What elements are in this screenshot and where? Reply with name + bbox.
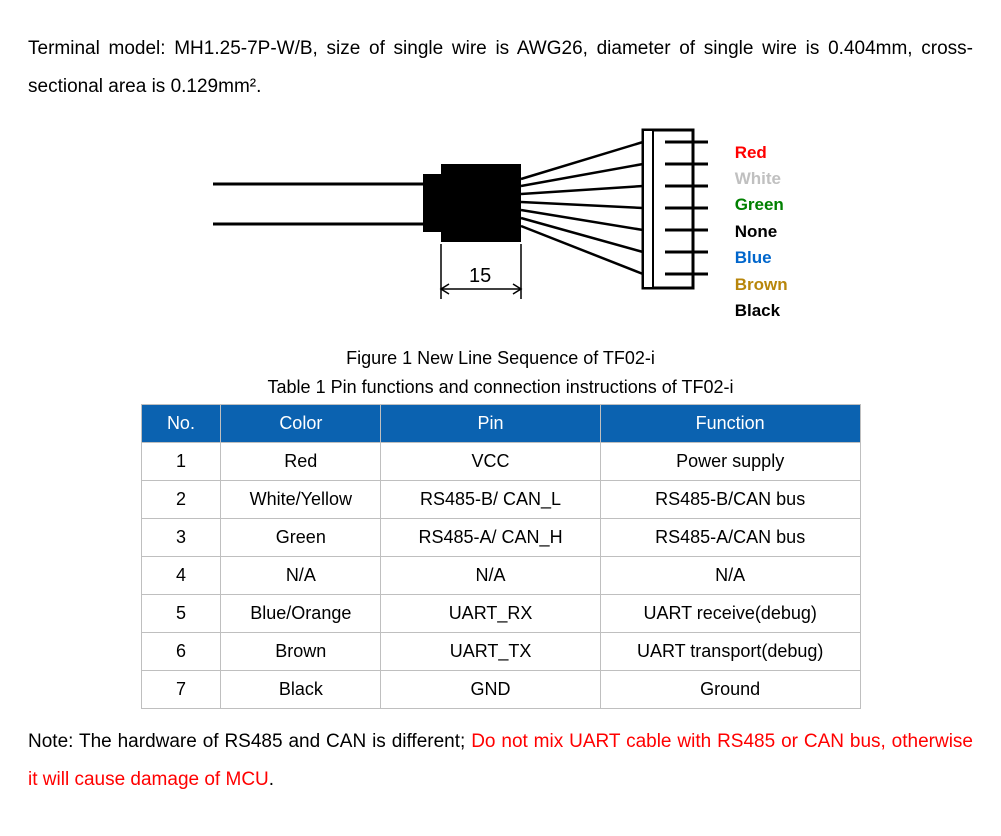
note-prefix: Note: The hardware of RS485 and CAN is d… <box>28 731 471 752</box>
table-cell: 2 <box>141 481 221 519</box>
table-cell: 4 <box>141 557 221 595</box>
table-cell: White/Yellow <box>221 481 381 519</box>
wire-label: Red <box>735 140 788 166</box>
table-row: 1RedVCCPower supply <box>141 443 860 481</box>
table-cell: RS485-B/CAN bus <box>600 481 860 519</box>
table-cell: Black <box>221 671 381 709</box>
wire-color-legend: RedWhiteGreenNoneBlueBrownBlack <box>735 140 788 324</box>
wire-label: None <box>735 219 788 245</box>
table-cell: Green <box>221 519 381 557</box>
table-cell: RS485-B/ CAN_L <box>381 481 601 519</box>
table-cell: Red <box>221 443 381 481</box>
table-cell: 7 <box>141 671 221 709</box>
table-header-row: No. Color Pin Function <box>141 405 860 443</box>
table-row: 2White/YellowRS485-B/ CAN_LRS485-B/CAN b… <box>141 481 860 519</box>
wire-label: Brown <box>735 272 788 298</box>
table-row: 3GreenRS485-A/ CAN_HRS485-A/CAN bus <box>141 519 860 557</box>
table-caption: Table 1 Pin functions and connection ins… <box>28 377 973 398</box>
th-function: Function <box>600 405 860 443</box>
table-cell: 3 <box>141 519 221 557</box>
table-cell: RS485-A/CAN bus <box>600 519 860 557</box>
table-cell: VCC <box>381 443 601 481</box>
table-cell: UART transport(debug) <box>600 633 860 671</box>
table-cell: 6 <box>141 633 221 671</box>
wire-label: Green <box>735 192 788 218</box>
table-cell: Brown <box>221 633 381 671</box>
table-cell: 1 <box>141 443 221 481</box>
dimension-label: 15 <box>469 265 491 287</box>
table-row: 6BrownUART_TXUART transport(debug) <box>141 633 860 671</box>
note-paragraph: Note: The hardware of RS485 and CAN is d… <box>28 723 973 799</box>
figure-container: 15 RedWhiteGreenNoneBlueBrownBlack <box>28 124 973 340</box>
table-cell: UART receive(debug) <box>600 595 860 633</box>
th-color: Color <box>221 405 381 443</box>
table-cell: UART_RX <box>381 595 601 633</box>
table-row: 4N/AN/AN/A <box>141 557 860 595</box>
table-cell: Blue/Orange <box>221 595 381 633</box>
table-cell: 5 <box>141 595 221 633</box>
note-suffix: . <box>269 769 274 790</box>
pin-table: No. Color Pin Function 1RedVCCPower supp… <box>141 404 861 709</box>
wire-label: Blue <box>735 245 788 271</box>
table-row: 5Blue/OrangeUART_RXUART receive(debug) <box>141 595 860 633</box>
figure-caption: Figure 1 New Line Sequence of TF02-i <box>28 348 973 369</box>
connector-diagram: 15 <box>213 124 713 340</box>
table-cell: N/A <box>600 557 860 595</box>
th-pin: Pin <box>381 405 601 443</box>
th-no: No. <box>141 405 221 443</box>
table-row: 7BlackGNDGround <box>141 671 860 709</box>
table-cell: RS485-A/ CAN_H <box>381 519 601 557</box>
table-cell: GND <box>381 671 601 709</box>
wire-label: White <box>735 166 788 192</box>
table-cell: Power supply <box>600 443 860 481</box>
table-cell: UART_TX <box>381 633 601 671</box>
table-cell: N/A <box>381 557 601 595</box>
table-cell: Ground <box>600 671 860 709</box>
table-cell: N/A <box>221 557 381 595</box>
wire-label: Black <box>735 298 788 324</box>
intro-paragraph: Terminal model: MH1.25-7P-W/B, size of s… <box>28 30 973 106</box>
